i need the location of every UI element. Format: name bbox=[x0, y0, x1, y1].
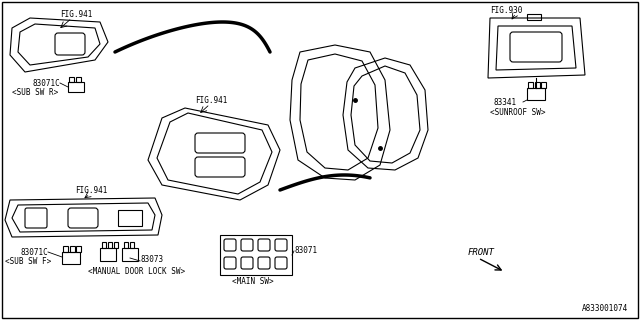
Text: FIG.941: FIG.941 bbox=[75, 186, 108, 195]
Bar bbox=[535, 82, 540, 88]
Text: <MAIN SW>: <MAIN SW> bbox=[232, 277, 274, 286]
Bar bbox=[102, 242, 106, 248]
Text: <MANUAL DOOR LOCK SW>: <MANUAL DOOR LOCK SW> bbox=[88, 268, 185, 276]
Text: 83341: 83341 bbox=[493, 98, 516, 107]
Text: FIG.941: FIG.941 bbox=[60, 10, 92, 19]
Bar bbox=[130, 242, 134, 248]
Text: FIG.941: FIG.941 bbox=[195, 95, 227, 105]
Text: A833001074: A833001074 bbox=[582, 304, 628, 313]
Text: 83071C: 83071C bbox=[32, 78, 60, 87]
Text: <SUB SW F>: <SUB SW F> bbox=[5, 258, 51, 267]
Text: 83071: 83071 bbox=[294, 245, 317, 254]
Bar bbox=[118, 210, 142, 226]
Text: <SUNROOF SW>: <SUNROOF SW> bbox=[490, 108, 545, 116]
Bar bbox=[70, 246, 75, 252]
Text: 83073: 83073 bbox=[140, 255, 163, 265]
Bar bbox=[68, 82, 84, 92]
Text: 83071C: 83071C bbox=[20, 247, 48, 257]
Bar bbox=[114, 242, 118, 248]
Bar bbox=[527, 14, 541, 20]
Bar bbox=[541, 82, 546, 88]
Text: <SUB SW R>: <SUB SW R> bbox=[12, 87, 58, 97]
Bar bbox=[69, 77, 74, 82]
Bar bbox=[124, 242, 128, 248]
Bar bbox=[76, 77, 81, 82]
Bar bbox=[527, 88, 545, 100]
Bar bbox=[220, 235, 292, 275]
Text: FIG.930: FIG.930 bbox=[490, 5, 522, 14]
Bar bbox=[108, 242, 112, 248]
Bar bbox=[62, 252, 80, 264]
Bar bbox=[100, 248, 116, 261]
Bar bbox=[63, 246, 68, 252]
Text: FRONT: FRONT bbox=[468, 247, 495, 257]
Bar bbox=[528, 82, 533, 88]
Bar bbox=[122, 248, 138, 261]
Bar bbox=[76, 246, 81, 252]
